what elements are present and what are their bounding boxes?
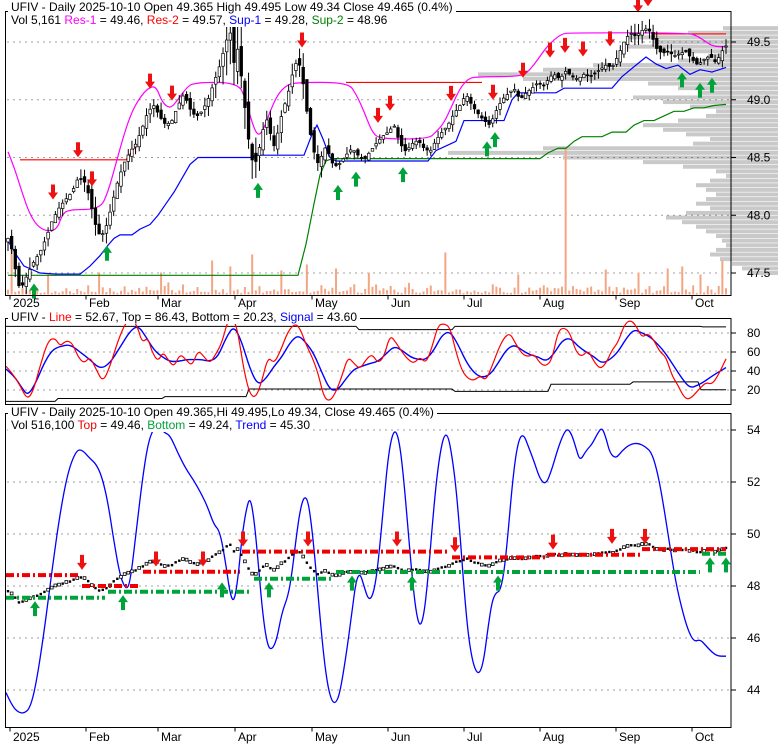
svg-text:48.5: 48.5 <box>747 151 771 165</box>
y-axis-labels: 54 52 50 48 46 44 <box>731 423 761 697</box>
svg-text:48: 48 <box>747 579 761 593</box>
svg-text:Mar: Mar <box>161 296 182 310</box>
svg-text:46: 46 <box>747 631 761 645</box>
svg-text:Jul: Jul <box>467 296 482 310</box>
svg-text:May: May <box>315 296 338 310</box>
svg-text:Apr: Apr <box>238 730 257 744</box>
y-axis-labels: 80 60 40 20 <box>731 326 761 397</box>
trend-sell-arrows <box>77 528 650 570</box>
header-segment: Trend <box>235 418 267 432</box>
oscillator-panel-header: UFIV - Line = 52.67, Top = 86.43, Bottom… <box>8 310 361 324</box>
header-segment: = 45.30 <box>266 418 311 432</box>
header-segment: = 49.57, <box>178 13 230 27</box>
svg-text:49.5: 49.5 <box>747 35 771 49</box>
svg-text:Apr: Apr <box>238 296 257 310</box>
price-panel-header-line2: Vol 5,161 Res-1 = 49.46, Res-2 = 49.57, … <box>8 13 391 27</box>
header-segment: Bottom <box>147 418 186 432</box>
sup1-line <box>7 56 727 275</box>
x-axis-labels: 2025 Feb Mar Apr May Jun Jul Aug Sep Oct <box>9 295 714 310</box>
svg-text:54: 54 <box>747 423 761 437</box>
volume-bars <box>7 148 727 295</box>
y-axis-labels: 49.5 49.0 48.5 48.0 47.5 <box>731 35 771 280</box>
header-segment: Signal <box>279 310 314 324</box>
svg-text:40: 40 <box>747 364 761 378</box>
svg-text:52: 52 <box>747 475 761 489</box>
header-segment: Res-1 <box>64 13 97 27</box>
svg-text:Sep: Sep <box>619 730 641 744</box>
svg-text:Sep: Sep <box>619 296 641 310</box>
trend-line <box>5 425 726 714</box>
buy-arrows <box>29 72 717 299</box>
trend-panel-header-line1: UFIV - Daily 2025-10-10 Open 49.365,Hi 4… <box>8 406 437 419</box>
svg-text:Aug: Aug <box>543 730 564 744</box>
header-segment: = 49.46, <box>96 418 148 432</box>
header-segment: Vol 516,100 <box>11 418 78 432</box>
svg-text:Feb: Feb <box>89 296 110 310</box>
svg-text:80: 80 <box>747 326 761 340</box>
svg-text:Aug: Aug <box>543 296 564 310</box>
svg-text:Jul: Jul <box>467 730 482 744</box>
header-segment: Line <box>49 310 72 324</box>
svg-text:2025: 2025 <box>13 296 40 310</box>
svg-text:60: 60 <box>747 345 761 359</box>
bottom-level-segments <box>6 551 726 600</box>
svg-text:Oct: Oct <box>695 730 714 744</box>
svg-text:50: 50 <box>747 527 761 541</box>
header-segment: = 49.28, <box>261 13 312 27</box>
oscillator-line <box>5 318 727 401</box>
trend-buy-arrows <box>30 557 731 617</box>
trend-gridlines <box>7 429 730 691</box>
oscillator-top-line <box>6 325 726 331</box>
price-panel-header-line1: UFIV - Daily 2025-10-10 Open 49.365 High… <box>8 1 456 14</box>
svg-text:Jun: Jun <box>391 730 410 744</box>
svg-text:Oct: Oct <box>695 296 714 310</box>
panel-border <box>5 318 732 405</box>
svg-text:2025: 2025 <box>13 730 40 744</box>
oscillator-bottom-line <box>6 381 726 402</box>
header-segment: Sup-1 <box>229 13 262 27</box>
header-segment: = 48.96 <box>343 13 388 27</box>
x-axis-labels: 2025 Feb Mar Apr May Jun Jul Aug Sep Oct <box>9 727 714 744</box>
oscillator-gridlines <box>7 332 730 391</box>
svg-text:49.0: 49.0 <box>747 93 771 107</box>
svg-text:47.5: 47.5 <box>747 266 771 280</box>
header-segment: Top <box>77 418 97 432</box>
trend-panel-header-line2: Vol 516,100 Top = 49.46, Bottom = 49.24,… <box>8 418 314 432</box>
header-segment: = 52.67, Top = 86.43, Bottom = 20.23, <box>71 310 280 324</box>
header-segment: = 49.24, <box>185 418 236 432</box>
svg-text:Feb: Feb <box>89 730 110 744</box>
svg-text:Jun: Jun <box>391 296 410 310</box>
candles <box>6 12 728 294</box>
svg-text:20: 20 <box>747 383 761 397</box>
svg-text:May: May <box>315 730 338 744</box>
header-segment: Vol 5,161 <box>11 13 65 27</box>
svg-text:Mar: Mar <box>161 730 182 744</box>
header-segment: = 43.60 <box>313 310 358 324</box>
res1-line <box>7 32 727 232</box>
oscillator-signal <box>5 326 727 394</box>
svg-text:48.0: 48.0 <box>747 208 771 222</box>
header-segment: Res-2 <box>146 13 179 27</box>
top-level-segments <box>6 547 726 588</box>
header-segment: UFIV - <box>11 310 49 324</box>
header-segment: Sup-2 <box>311 13 344 27</box>
header-segment: = 49.46, <box>96 13 147 27</box>
svg-text:44: 44 <box>747 683 761 697</box>
